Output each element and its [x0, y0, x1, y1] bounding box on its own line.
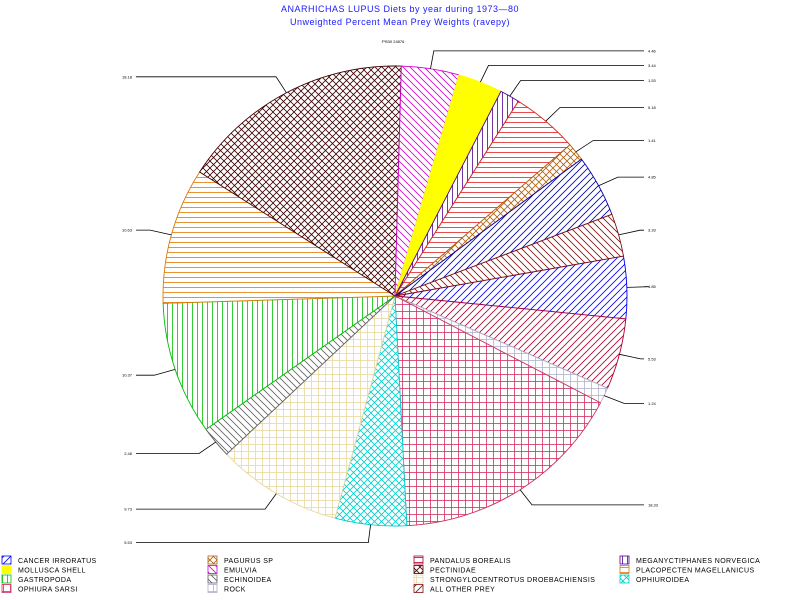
slice-value-label: 4.85 — [648, 175, 657, 180]
slice-value-label: 18.33 — [648, 502, 659, 507]
legend-label: MEGANYCTIPHANES NORVEGICA — [636, 558, 760, 565]
legend-label: MOLLUSCA SHELL — [18, 568, 86, 575]
legend-swatch — [413, 565, 424, 574]
leader-line — [626, 286, 649, 288]
slice-value-label: 1.53 — [648, 78, 657, 83]
leader-line — [136, 493, 277, 510]
chart-title: ANARHICHAS LUPUS Diets by year during 19… — [281, 4, 519, 14]
chart-top-note: F²830 24876 — [382, 39, 405, 44]
slice-value-label: 1.24 — [648, 401, 657, 406]
slice-value-label: 3.33 — [648, 228, 657, 233]
slice-value-label: 10.37 — [122, 373, 133, 378]
legend-swatch — [1, 555, 12, 565]
slice-value-label: 2.48 — [124, 451, 133, 456]
leader-line — [519, 489, 644, 506]
legend-label: EMULVIA — [224, 568, 257, 575]
legend-swatch — [207, 555, 218, 565]
pie-slices — [162, 65, 628, 527]
leader-line — [618, 229, 644, 236]
leader-line — [136, 441, 217, 455]
pie-slice — [199, 65, 402, 297]
leader-line — [598, 176, 644, 187]
pie-slice — [394, 295, 602, 527]
slice-value-label: 5.18 — [648, 105, 657, 110]
leader-line — [619, 353, 644, 360]
legend-label: ECHINOIDEA — [224, 577, 272, 584]
slice-value-label: 1.41 — [648, 138, 657, 143]
leader-line — [136, 369, 176, 376]
leader-line — [545, 107, 644, 122]
legend: CANCER IRRORATUS PAGURUS SP PANDALUS BOREA… — [1, 555, 760, 594]
legend-swatch — [1, 574, 12, 584]
leader-line — [603, 395, 644, 404]
legend-swatch — [1, 584, 12, 593]
legend-label: ROCK — [224, 587, 246, 594]
legend-swatch — [207, 574, 218, 584]
legend-swatch — [1, 565, 12, 574]
legend-label: STRONGYLOCENTROTUS DROEBACHIENSIS — [430, 577, 595, 584]
legend-label: PECTINIDAE — [430, 568, 476, 575]
pie-slice — [162, 295, 397, 430]
slice-labels: 4.85 5.53 1.24 18.33 5.53 9.73 2.48 10.37 10.63 1… — [122, 48, 659, 545]
pie-slice — [225, 294, 396, 519]
leader-line — [509, 80, 644, 97]
leader-line — [136, 229, 172, 236]
legend-label: ALL OTHER PREY — [430, 587, 495, 594]
legend-label: OPHIURA SARSI — [18, 587, 78, 594]
leader-line — [136, 524, 371, 543]
legend-swatch — [413, 574, 424, 584]
legend-swatch — [619, 574, 630, 584]
legend-label: PANDALUS BOREALIS — [430, 558, 511, 565]
leader-line — [430, 50, 644, 69]
pie-slice — [162, 171, 397, 304]
slice-value-label: 18.18 — [122, 74, 133, 79]
slice-value-label: 10.63 — [122, 228, 133, 233]
legend-swatch — [207, 584, 218, 593]
chart-subtitle: Unweighted Percent Mean Prey Weights (ra… — [290, 17, 510, 27]
legend-label: CANCER IRRORATUS — [18, 558, 97, 565]
slice-value-label: 4.85 — [648, 284, 657, 289]
legend-swatch — [413, 584, 424, 593]
legend-label: GASTROPODA — [18, 577, 71, 584]
legend-swatch — [207, 565, 218, 574]
slice-value-label: 5.53 — [124, 540, 133, 545]
slice-value-label: 9.73 — [124, 507, 133, 512]
leader-line — [136, 76, 287, 93]
legend-swatch — [413, 555, 424, 565]
legend-swatch — [619, 565, 630, 574]
legend-label: PAGURUS SP — [224, 558, 273, 565]
leader-line — [575, 140, 644, 153]
slice-value-label: 3.44 — [648, 63, 657, 68]
leader-line — [480, 65, 644, 83]
legend-label: OPHIUROIDEA — [636, 577, 689, 584]
slice-value-label: 4.46 — [648, 48, 657, 53]
legend-swatch — [619, 555, 630, 565]
pie-slice — [394, 213, 625, 297]
slice-value-label: 5.53 — [648, 356, 657, 361]
legend-label: PLACOPECTEN MAGELLANICUS — [636, 568, 755, 575]
